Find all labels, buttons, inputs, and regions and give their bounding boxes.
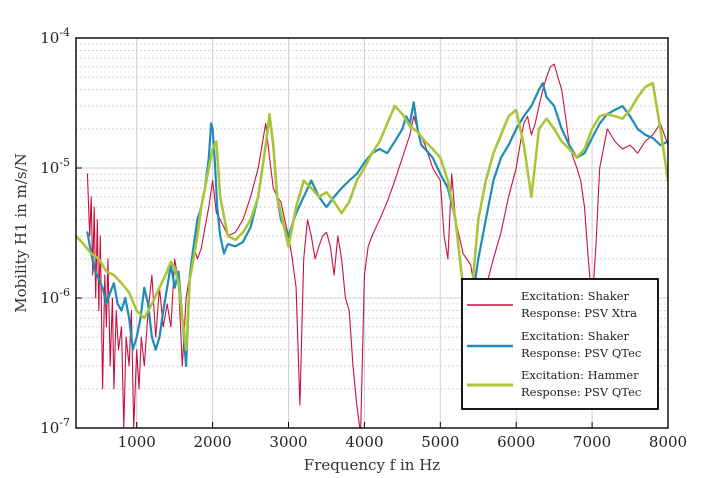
y-tick-label: 10-6 [40, 286, 70, 307]
series-line-2 [76, 81, 668, 352]
x-tick-label: 4000 [345, 433, 383, 451]
x-tick-label: 3000 [269, 433, 307, 451]
legend-label-shaker-qtec-line1: Excitation: Shaker [521, 329, 630, 343]
legend-label-hammer-qtec-line1: Excitation: Hammer [521, 368, 639, 382]
legend-label-hammer-qtec-line2: Response: PSV QTec [521, 385, 641, 399]
series-layer [76, 63, 668, 428]
y-tick-label: 10-5 [40, 156, 70, 177]
y-tick-label: 10-4 [40, 26, 70, 47]
plot-frame [75, 37, 669, 429]
x-tick-label: 7000 [573, 433, 611, 451]
x-tick-label: 6000 [497, 433, 535, 451]
y-tick-label: 10-7 [40, 416, 70, 437]
x-tick-label: 2000 [194, 433, 232, 451]
legend-box [461, 278, 659, 410]
x-tick-label: 1000 [118, 433, 156, 451]
legend: Excitation: Shaker Response: PSV Xtra Ex… [461, 278, 659, 410]
ticks [76, 37, 669, 429]
y-tick-labels: 10-7 10-6 10-5 10-4 [40, 26, 70, 437]
y-axis-label: Mobility H1 in m/s/N [12, 153, 30, 312]
x-tick-label: 8000 [649, 433, 687, 451]
x-tick-labels: 1000 2000 3000 4000 5000 6000 7000 8000 [118, 433, 687, 451]
legend-label-shaker-xtra-line2: Response: PSV Xtra [521, 306, 637, 320]
series-line-1 [86, 81, 668, 368]
legend-label-shaker-qtec-line2: Response: PSV QTec [521, 346, 641, 360]
series-line-0 [86, 63, 668, 428]
x-axis-label: Frequency f in Hz [304, 456, 441, 474]
legend-label-shaker-xtra-line1: Excitation: Shaker [521, 289, 630, 303]
x-tick-label: 5000 [421, 433, 459, 451]
